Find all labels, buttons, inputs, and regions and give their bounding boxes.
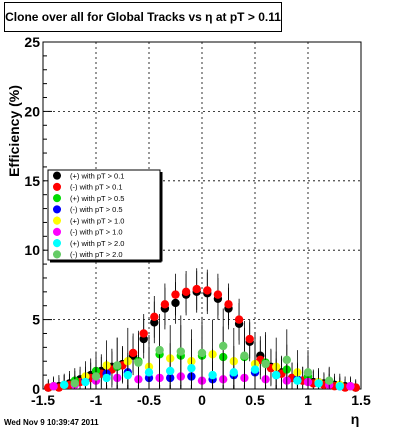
legend-marker — [53, 171, 61, 180]
data-marks — [44, 268, 360, 392]
data-point — [240, 351, 249, 360]
data-point — [134, 358, 143, 367]
grid-lines — [43, 42, 361, 389]
data-point — [81, 377, 90, 387]
y-axis-label: Efficiency (%) — [6, 85, 22, 177]
data-point — [303, 368, 313, 377]
data-point — [102, 373, 111, 383]
data-point — [160, 300, 170, 309]
y-tick-label: 5 — [32, 312, 40, 328]
data-point — [155, 345, 164, 355]
legend-entry: (+) with pT > 0.5 — [70, 194, 124, 203]
legend-marker — [53, 216, 61, 225]
data-point — [70, 379, 80, 388]
chart-title: Clone over all for Global Tracks vs η at… — [4, 2, 282, 32]
data-point — [219, 341, 228, 351]
data-point — [150, 312, 159, 322]
y-tick-label: 0 — [32, 381, 40, 397]
x-axis-label: η — [351, 411, 360, 427]
timestamp-footer: Wed Nov 9 10:39:47 2011 — [4, 418, 99, 427]
data-point — [282, 355, 291, 365]
data-point — [245, 334, 254, 344]
legend-marker — [53, 250, 61, 259]
data-point — [325, 376, 334, 385]
data-point — [59, 380, 69, 390]
legend-marker — [53, 239, 61, 248]
legend-entry: (+) with pT > 0.1 — [70, 171, 124, 180]
data-point — [250, 365, 260, 374]
x-tick-label: 0 — [198, 392, 206, 408]
data-point — [197, 348, 207, 358]
data-point — [208, 370, 217, 380]
data-point — [293, 376, 302, 385]
legend-entry: (+) with pT > 1.0 — [70, 216, 124, 225]
x-tick-label: 0.5 — [245, 392, 265, 408]
data-point — [144, 368, 154, 377]
legend-marker — [53, 227, 61, 236]
series-7 — [59, 339, 344, 391]
data-point — [192, 284, 201, 294]
data-point — [213, 290, 223, 299]
data-point — [261, 359, 270, 369]
y-tick-label: 20 — [24, 103, 40, 119]
data-point — [224, 300, 233, 309]
legend-marker — [53, 194, 61, 203]
data-point — [335, 382, 344, 391]
series-8 — [70, 308, 334, 389]
x-tick-label: -1 — [90, 392, 103, 408]
y-tick-label: 25 — [24, 34, 40, 50]
data-point — [234, 315, 244, 324]
data-point — [49, 382, 58, 391]
data-point — [123, 370, 132, 380]
data-point — [176, 347, 185, 356]
legend-entry: (-) with pT > 0.5 — [70, 205, 123, 214]
x-tick-label: 1 — [304, 392, 312, 408]
legend-entry: (-) with pT > 2.0 — [70, 250, 123, 259]
legend-box — [47, 169, 161, 261]
data-point — [203, 286, 212, 295]
data-point — [181, 287, 191, 297]
data-point — [139, 329, 148, 338]
y-tick-label: 10 — [24, 242, 40, 258]
legend-marker — [53, 205, 61, 214]
data-point — [229, 368, 238, 377]
legend-entry: (-) with pT > 1.0 — [70, 228, 123, 237]
axes: 0 5 10 15 20 25 -1.5 -1 -0.5 0 0.5 1 1.5 — [24, 34, 371, 408]
y-tick-label: 15 — [24, 173, 40, 189]
data-point — [91, 372, 101, 381]
x-tick-label: -0.5 — [137, 392, 161, 408]
data-point — [187, 363, 196, 373]
x-tick-label: -1.5 — [31, 392, 55, 408]
data-point — [272, 370, 281, 380]
legend-marker — [53, 182, 61, 191]
data-point — [113, 361, 122, 370]
x-tick-label: 1.5 — [351, 392, 371, 408]
legend: (+) with pT > 0.1 (-) with pT > 0.1 (+) wi… — [47, 169, 163, 263]
data-point — [346, 382, 355, 391]
legend-entry: (+) with pT > 2.0 — [70, 239, 124, 248]
data-point — [166, 366, 175, 376]
data-point — [314, 379, 323, 388]
data-point — [171, 290, 180, 299]
data-point — [128, 348, 138, 358]
legend-entry: (-) with pT > 0.1 — [70, 183, 123, 192]
